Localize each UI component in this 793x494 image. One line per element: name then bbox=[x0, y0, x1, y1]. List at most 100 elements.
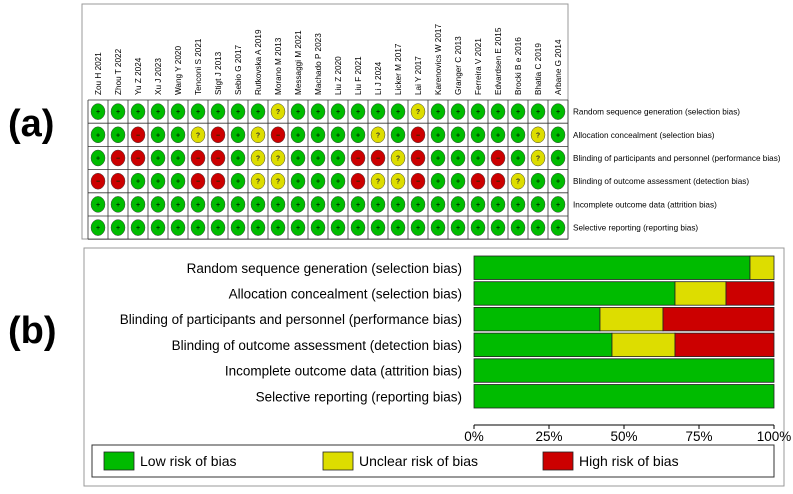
judgement-marker bbox=[390, 149, 406, 167]
bar-segment-high-risk-of-bias bbox=[662, 306, 775, 332]
judgement-marker bbox=[550, 149, 566, 167]
study-label: Lai Y 2017 bbox=[414, 56, 423, 95]
judgement-symbol: + bbox=[156, 156, 160, 163]
judgement-symbol: + bbox=[556, 109, 560, 116]
judgement-marker bbox=[110, 126, 126, 144]
judgement-symbol: + bbox=[516, 225, 520, 232]
judgement-symbol: + bbox=[276, 202, 280, 209]
judgement-symbol: + bbox=[496, 132, 500, 139]
judgement-symbol: + bbox=[356, 202, 360, 209]
bar-segment-low-risk-of-bias bbox=[473, 281, 676, 306]
judgement-symbol: + bbox=[556, 225, 560, 232]
judgement-marker bbox=[350, 103, 366, 120]
judgement-marker bbox=[330, 103, 346, 120]
study-label: Messaggi M 2021 bbox=[294, 30, 303, 95]
judgement-marker bbox=[430, 172, 446, 190]
domain-label: Selective reporting (reporting bias) bbox=[573, 224, 698, 233]
judgement-marker bbox=[270, 103, 286, 120]
panel-b-frame bbox=[83, 247, 785, 487]
judgement-symbol: + bbox=[176, 132, 180, 139]
judgement-symbol: ? bbox=[196, 132, 200, 139]
judgement-symbol: ? bbox=[276, 156, 280, 163]
study-label: Liu F 2021 bbox=[354, 56, 363, 95]
judgement-marker bbox=[530, 196, 546, 213]
bar-segment-low-risk-of-bias bbox=[473, 384, 775, 409]
judgement-marker bbox=[210, 103, 226, 120]
judgement-symbol: + bbox=[176, 109, 180, 116]
judgement-symbol: − bbox=[216, 156, 220, 163]
judgement-marker bbox=[510, 172, 526, 190]
judgement-symbol: + bbox=[496, 202, 500, 209]
judgement-marker bbox=[290, 126, 306, 144]
judgement-marker bbox=[90, 172, 106, 190]
judgement-symbol: − bbox=[116, 179, 120, 186]
judgement-marker bbox=[450, 103, 466, 120]
judgement-marker bbox=[90, 126, 106, 144]
judgement-symbol: ? bbox=[256, 132, 260, 139]
judgement-marker bbox=[310, 219, 326, 236]
judgement-marker bbox=[230, 196, 246, 213]
judgement-marker bbox=[430, 126, 446, 144]
judgement-symbol: + bbox=[96, 202, 100, 209]
judgement-symbol: + bbox=[136, 202, 140, 209]
bar-segment-unclear-risk-of-bias bbox=[674, 281, 727, 306]
study-label: Brocki B e 2016 bbox=[514, 37, 523, 95]
judgement-symbol: + bbox=[356, 109, 360, 116]
legend-swatch bbox=[322, 451, 354, 471]
judgement-symbol: − bbox=[136, 132, 140, 139]
judgement-symbol: + bbox=[456, 132, 460, 139]
judgement-symbol: + bbox=[456, 179, 460, 186]
judgement-symbol: + bbox=[316, 202, 320, 209]
judgement-symbol: + bbox=[376, 109, 380, 116]
judgement-marker bbox=[330, 126, 346, 144]
judgement-symbol: + bbox=[496, 225, 500, 232]
judgement-symbol: + bbox=[476, 202, 480, 209]
legend-label: High risk of bias bbox=[579, 453, 679, 469]
judgement-marker bbox=[90, 219, 106, 236]
study-label: Liu Z 2020 bbox=[334, 56, 343, 95]
judgement-symbol: − bbox=[276, 132, 280, 139]
judgement-marker bbox=[430, 196, 446, 213]
legend-swatch bbox=[103, 451, 135, 471]
panel-label-a: (a) bbox=[8, 103, 55, 145]
judgement-symbol: + bbox=[336, 132, 340, 139]
judgement-marker bbox=[90, 103, 106, 120]
judgement-symbol: + bbox=[116, 132, 120, 139]
judgement-symbol: + bbox=[156, 225, 160, 232]
judgement-marker bbox=[290, 103, 306, 120]
judgement-symbol: + bbox=[256, 202, 260, 209]
study-label: Wang Y 2020 bbox=[174, 46, 183, 95]
category-label: Incomplete outcome data (attrition bias) bbox=[225, 364, 462, 379]
study-label: Yu Z 2024 bbox=[134, 57, 143, 95]
judgement-marker bbox=[130, 103, 146, 120]
judgement-marker bbox=[310, 196, 326, 213]
judgement-symbol: − bbox=[376, 156, 380, 163]
judgement-symbol: ? bbox=[396, 156, 400, 163]
judgement-symbol: + bbox=[156, 202, 160, 209]
judgement-marker bbox=[150, 103, 166, 120]
judgement-marker bbox=[290, 149, 306, 167]
judgement-symbol: + bbox=[496, 109, 500, 116]
study-label: Tenconi S 2021 bbox=[194, 38, 203, 95]
study-label: Li J 2024 bbox=[374, 61, 383, 95]
judgement-marker bbox=[390, 172, 406, 190]
judgement-symbol: ? bbox=[276, 109, 280, 116]
judgement-marker bbox=[490, 126, 506, 144]
judgement-symbol: + bbox=[296, 202, 300, 209]
judgement-symbol: + bbox=[96, 156, 100, 163]
judgement-marker bbox=[230, 219, 246, 236]
category-label: Selective reporting (reporting bias) bbox=[256, 389, 462, 404]
judgement-marker bbox=[190, 149, 206, 167]
judgement-marker bbox=[170, 126, 186, 144]
bar-segment-unclear-risk-of-bias bbox=[599, 306, 664, 332]
judgement-marker bbox=[230, 103, 246, 120]
judgement-marker bbox=[410, 219, 426, 236]
judgement-symbol: ? bbox=[376, 179, 380, 186]
domain-label: Random sequence generation (selection bi… bbox=[573, 108, 740, 117]
judgement-symbol: + bbox=[436, 109, 440, 116]
judgement-marker bbox=[550, 103, 566, 120]
judgement-marker bbox=[270, 149, 286, 167]
judgement-symbol: + bbox=[536, 179, 540, 186]
judgement-marker bbox=[190, 172, 206, 190]
